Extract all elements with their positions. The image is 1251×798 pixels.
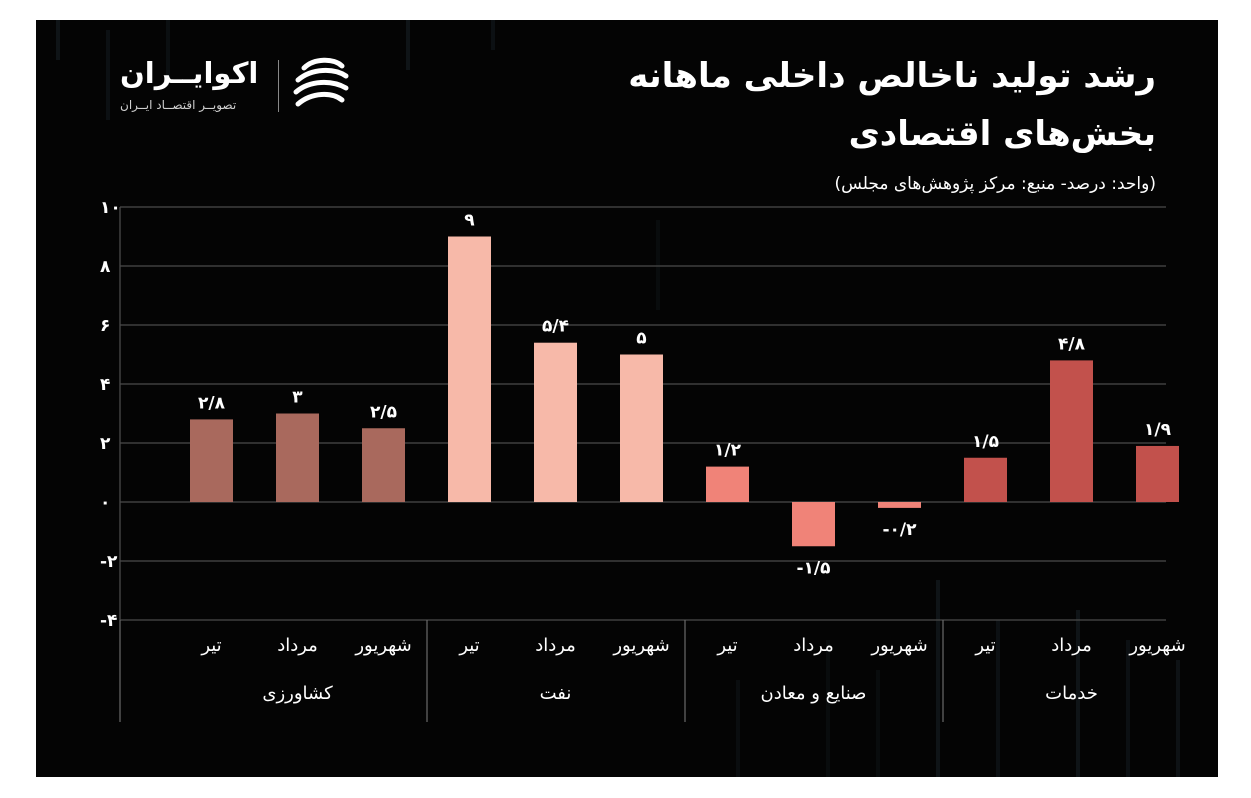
x-tick-label: شهریور: [870, 635, 927, 656]
data-label: ۵/۴: [542, 317, 569, 337]
x-tick-label: شهریور: [612, 635, 669, 656]
data-label: ۵: [636, 329, 646, 349]
bar: [448, 236, 491, 502]
logo-divider: [278, 60, 279, 112]
y-tick-label: -۲: [100, 552, 118, 572]
chart-subtitle: (واحد: درصد- منبع: مرکز پژوهش‌های مجلس): [834, 174, 1156, 194]
background-streak: [936, 580, 940, 777]
x-tick-label: مرداد: [535, 635, 576, 656]
bar: [190, 419, 233, 502]
group-label: خدمات: [1045, 683, 1098, 704]
y-tick-label: ۱۰: [100, 198, 121, 218]
y-tick-label: ۰: [100, 493, 110, 513]
data-label: ۹: [464, 211, 475, 231]
y-tick-label: ۶: [100, 316, 110, 336]
background-streak: [56, 20, 60, 60]
x-tick-label: تیر: [974, 635, 995, 656]
background-streak: [876, 670, 880, 777]
bar: [1050, 360, 1093, 502]
y-tick-label: ۴: [100, 375, 110, 395]
data-label: ۴/۸: [1058, 334, 1086, 354]
background-streak: [1076, 610, 1080, 777]
background-streak: [1126, 640, 1130, 777]
background-decoration: [56, 20, 1180, 777]
y-tick-label: ۲: [100, 434, 111, 454]
bar: [964, 457, 1007, 502]
data-label: -۰/۲: [882, 520, 917, 540]
x-tick-label: مرداد: [793, 635, 834, 656]
chart-frame: اکوایــران تصویــر اقتصــاد ایــران رشد …: [36, 20, 1218, 777]
x-tick-label: شهریور: [354, 635, 411, 656]
data-label: ۱/۲: [714, 441, 742, 461]
background-streak: [166, 20, 170, 80]
y-tick-label: ۸: [100, 257, 111, 277]
data-label: ۳: [292, 388, 303, 408]
logo: اکوایــران تصویــر اقتصــاد ایــران: [80, 50, 349, 120]
x-tick-label: شهریور: [1128, 635, 1185, 656]
background-streak: [656, 220, 660, 310]
background-streak: [106, 30, 110, 120]
bar: [792, 502, 835, 547]
bar: [706, 466, 749, 502]
background-streak: [736, 680, 740, 777]
y-tick-label: -۴: [100, 611, 117, 631]
x-tick-label: تیر: [458, 635, 479, 656]
bar: [534, 342, 577, 502]
bar-chart: -۴ -۲ ۰ ۲ ۴ ۶ ۸ ۱۰ ۲/۸ تیر ۳ مرداد ۲/۵ شهریور ۹ تیر ۵/۴ م…: [100, 198, 1186, 722]
logo-tagline: تصویــر اقتصــاد ایــران: [120, 98, 237, 112]
background-streak: [1176, 660, 1180, 777]
data-label: ۱/۵: [972, 432, 999, 452]
bar: [620, 354, 663, 502]
background-streak: [826, 640, 830, 777]
x-tick-label: تیر: [716, 635, 737, 656]
logo-mark-icon: [293, 57, 349, 107]
bar: [878, 502, 921, 508]
x-tick-label: مرداد: [277, 635, 318, 656]
x-tick-label: مرداد: [1051, 635, 1092, 656]
bar: [362, 428, 405, 502]
data-label: ۲/۸: [198, 393, 226, 413]
bar: [276, 413, 319, 502]
x-tick-label: تیر: [200, 635, 221, 656]
background-streak: [491, 20, 495, 50]
background-streak: [406, 20, 410, 70]
chart-title-line2: بخش‌های اقتصادی: [848, 114, 1156, 154]
data-label: ۲/۵: [370, 402, 397, 422]
chart-title: رشد تولید ناخالص داخلی ماهانه: [628, 56, 1156, 96]
group-label: صنایع و معادن: [761, 683, 867, 704]
group-label: نفت: [540, 683, 572, 704]
bar: [1136, 445, 1179, 502]
data-label: ۱/۹: [1144, 420, 1172, 440]
logo-name: اکوایــران: [120, 56, 259, 90]
group-label: کشاورزی: [262, 683, 333, 704]
data-label: -۱/۵: [796, 558, 830, 578]
background-streak: [996, 620, 1000, 777]
